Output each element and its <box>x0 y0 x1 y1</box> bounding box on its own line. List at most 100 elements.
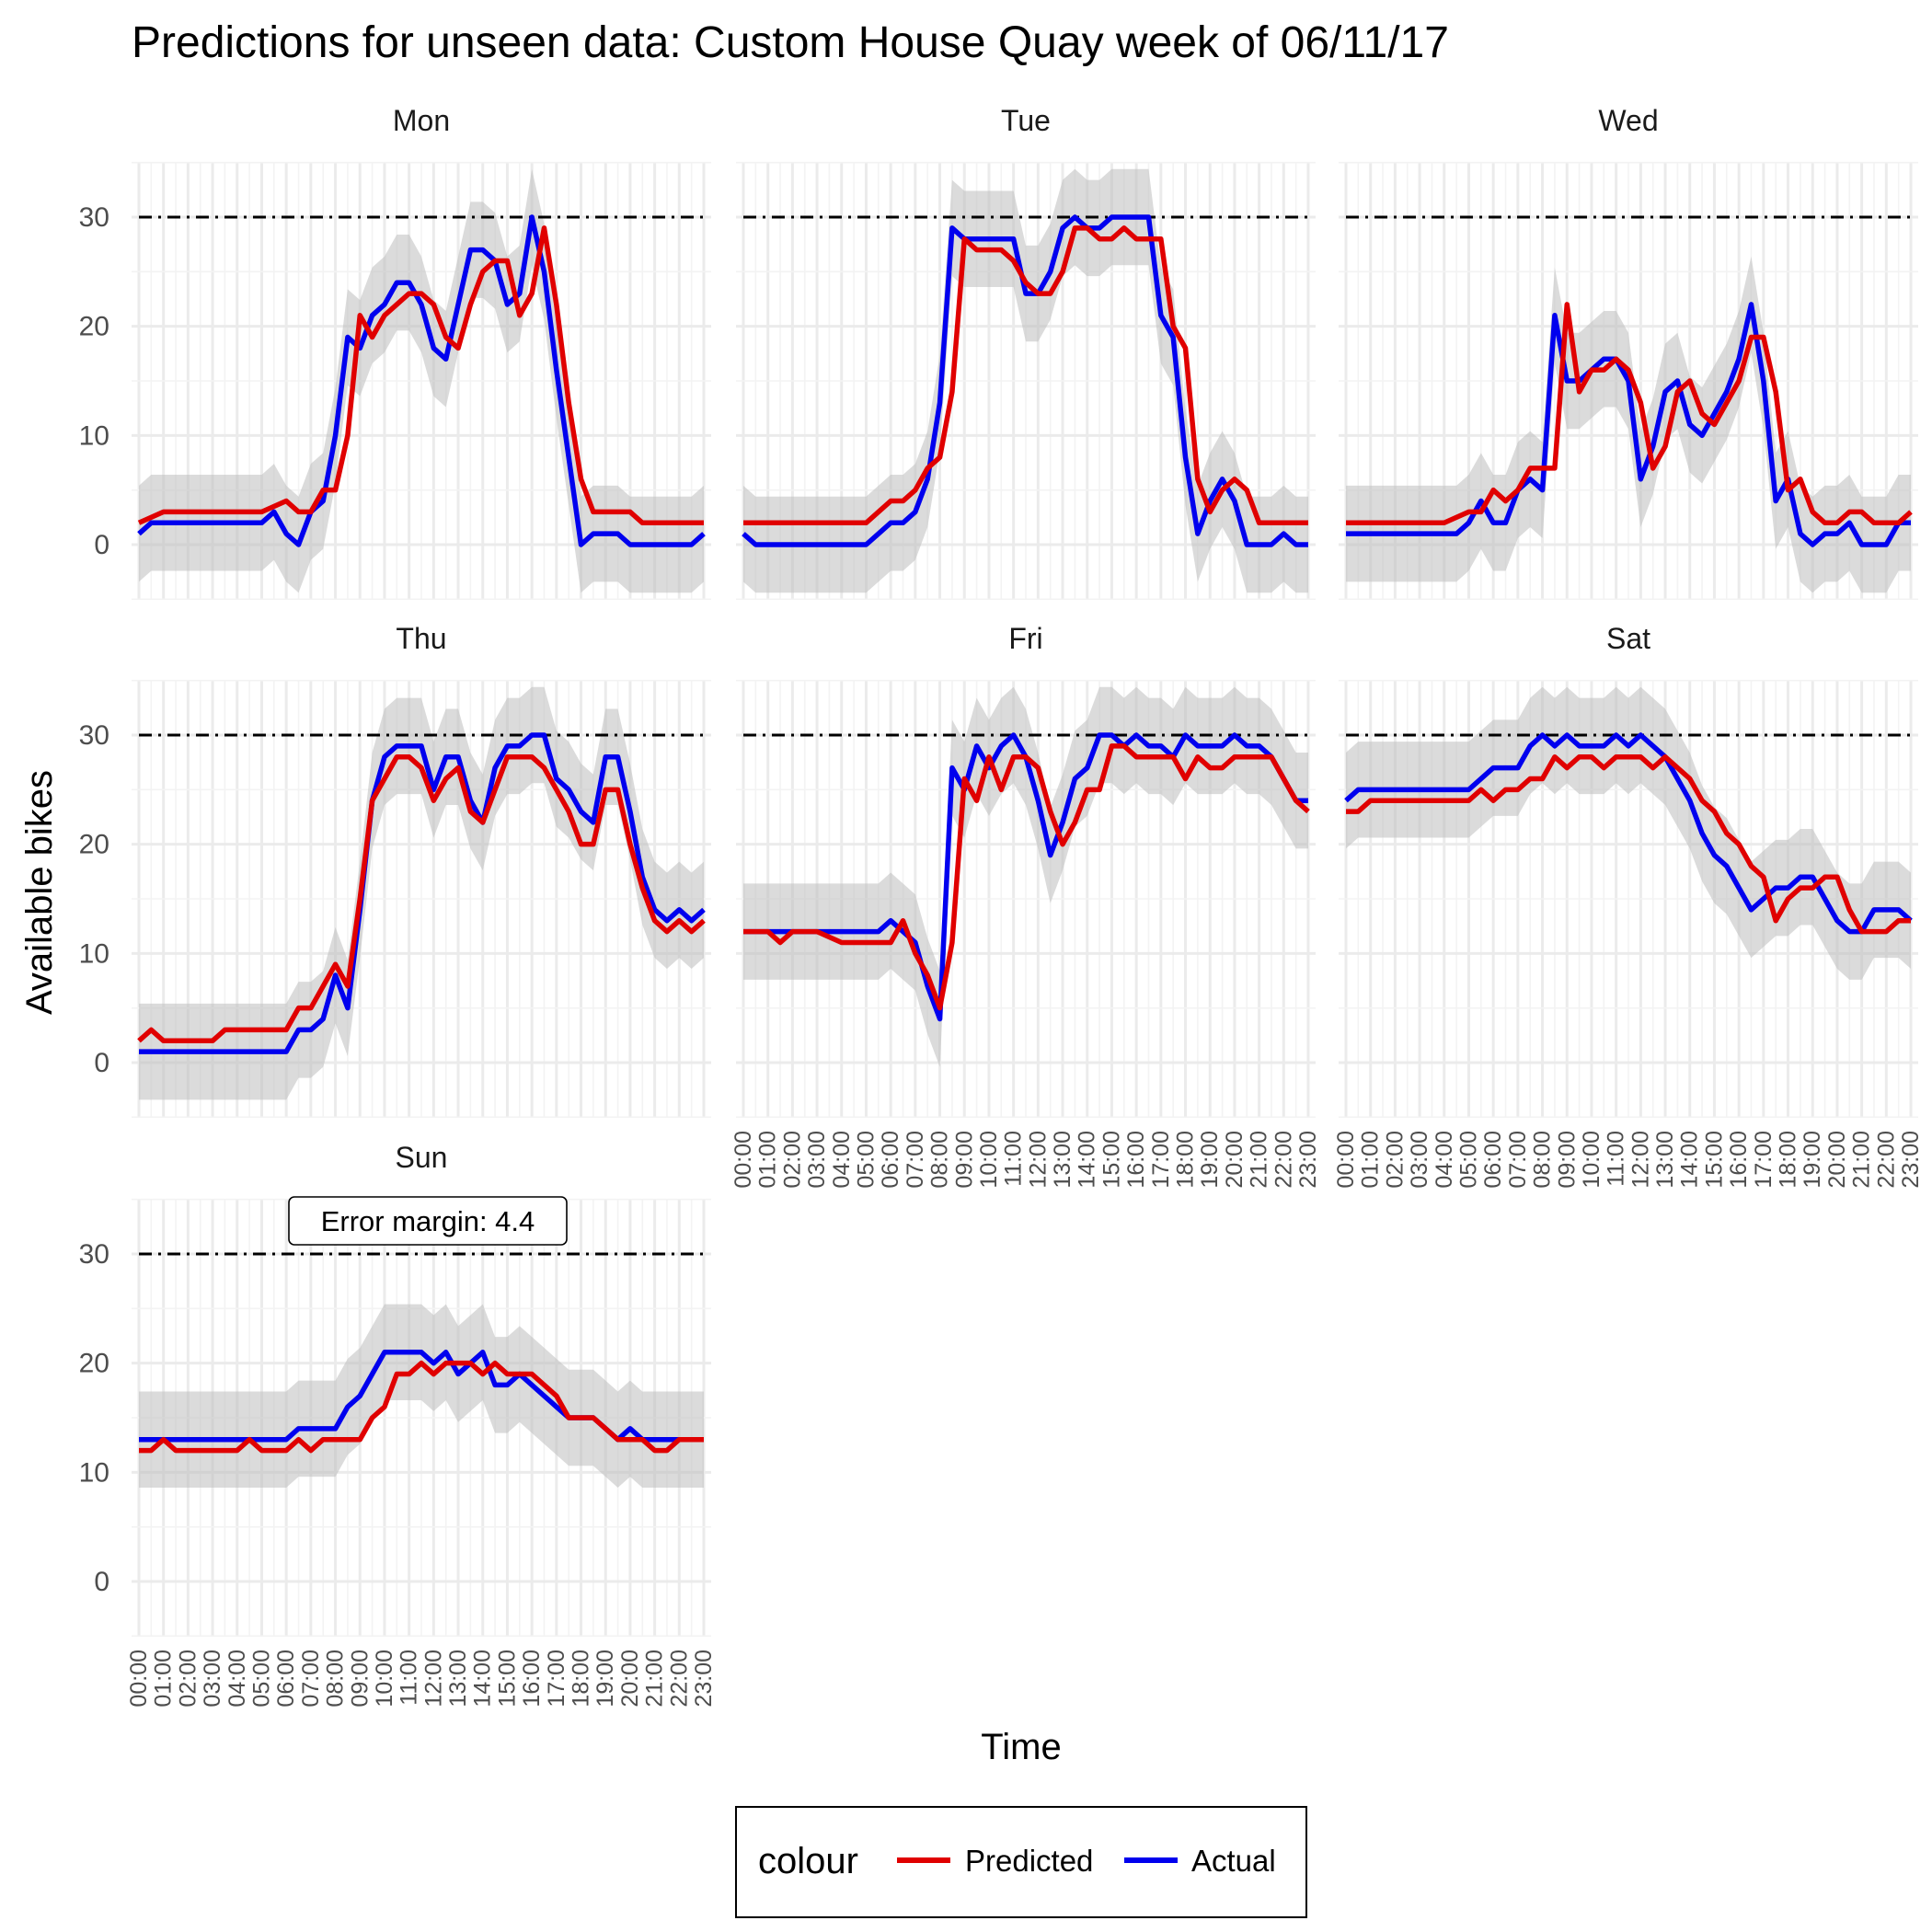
chart-title: Predictions for unseen data: Custom Hous… <box>132 18 1449 67</box>
x-tick-label: 15:00 <box>1701 1131 1727 1189</box>
y-tick-label: 0 <box>94 1567 109 1597</box>
x-tick-label: 12:00 <box>1025 1131 1051 1189</box>
x-tick-label: 23:00 <box>1295 1131 1321 1189</box>
x-tick-label: 18:00 <box>569 1650 594 1708</box>
x-tick-label: 06:00 <box>1480 1131 1506 1189</box>
x-tick-label: 11:00 <box>1001 1131 1027 1187</box>
annotation-box <box>288 1196 568 1246</box>
x-tick-label: 22:00 <box>666 1650 692 1708</box>
x-tick-label: 13:00 <box>1652 1131 1678 1189</box>
x-tick-label: 17:00 <box>1751 1131 1777 1189</box>
strip-label: Tue <box>1001 104 1051 137</box>
x-tick-label: 02:00 <box>779 1131 805 1189</box>
panel-thu: Thu 0 10 20 30 <box>79 622 711 1119</box>
x-tick-label: 03:00 <box>200 1650 225 1708</box>
y-tick-label: 0 <box>94 1048 109 1078</box>
x-tick-label: 10:00 <box>1579 1131 1604 1189</box>
strip-label: Sat <box>1606 622 1650 655</box>
strip-label: Mon <box>393 104 450 137</box>
x-tick-label: 08:00 <box>323 1650 349 1708</box>
x-tick-label: 06:00 <box>273 1650 299 1708</box>
y-axis-title: Available bikes <box>19 770 60 1015</box>
x-tick-label: 01:00 <box>1358 1131 1384 1189</box>
x-tick-label: 04:00 <box>224 1650 250 1708</box>
x-tick-label: 15:00 <box>494 1650 520 1708</box>
x-tick-label: 02:00 <box>175 1650 201 1708</box>
x-tick-label: 14:00 <box>1075 1131 1100 1189</box>
x-tick-label: 06:00 <box>878 1131 903 1189</box>
strip-label: Fri <box>1008 622 1042 655</box>
y-tick-label: 20 <box>79 1349 109 1379</box>
series-predicted <box>137 753 706 1044</box>
x-tick-label: 07:00 <box>1505 1131 1531 1189</box>
strip-label: Wed <box>1598 104 1658 137</box>
x-tick-label: 19:00 <box>1800 1131 1825 1189</box>
x-tick-label: 18:00 <box>1776 1131 1801 1189</box>
x-tick-label: 07:00 <box>903 1131 928 1189</box>
x-tick-label: 09:00 <box>347 1650 373 1708</box>
panel-fri: Fri 00:0001:0002:0003:0004:0005:0006:0007… <box>730 622 1321 1189</box>
error-ribbon <box>743 168 1308 593</box>
x-tick-label: 08:00 <box>1530 1131 1556 1189</box>
error-ribbon <box>139 686 704 1100</box>
x-tick-label: 12:00 <box>420 1650 446 1708</box>
series-actual <box>743 732 1308 1022</box>
x-tick-label: 07:00 <box>298 1650 324 1708</box>
x-tick-label: 14:00 <box>1677 1131 1703 1189</box>
x-tick-label: 23:00 <box>691 1650 717 1708</box>
x-tick-label: 03:00 <box>804 1131 830 1189</box>
panel-wed: Wed <box>1339 104 1918 601</box>
series-predicted <box>1346 753 1911 935</box>
x-tick-label: 16:00 <box>1123 1131 1149 1189</box>
panel-sun: Sun 0 10 20 30 00:0001:0002:0003:0004:0005:00… <box>79 1141 717 1708</box>
y-tick-label: 10 <box>79 420 109 451</box>
strip-label: Thu <box>396 622 446 655</box>
y-tick-label: 20 <box>79 312 109 342</box>
x-tick-label: 16:00 <box>1726 1131 1752 1189</box>
x-axis-title: Time <box>981 1727 1061 1767</box>
x-tick-label: 16:00 <box>519 1650 545 1708</box>
x-tick-label: 03:00 <box>1407 1131 1432 1189</box>
x-tick-label: 17:00 <box>544 1650 569 1708</box>
y-tick-label: 30 <box>79 202 109 233</box>
x-tick-label: 13:00 <box>1050 1131 1075 1189</box>
x-tick-label: 19:00 <box>592 1650 618 1708</box>
x-tick-label: 13:00 <box>445 1650 471 1708</box>
x-tick-label: 11:00 <box>1604 1131 1629 1187</box>
error-ribbon <box>139 168 704 593</box>
series-actual <box>137 214 706 547</box>
legend-label-predicted: Predicted <box>965 1844 1093 1878</box>
x-tick-label: 21:00 <box>642 1650 668 1708</box>
y-tick-label: 10 <box>79 1457 109 1488</box>
x-tick-label: 01:00 <box>755 1131 781 1189</box>
x-tick-label: 22:00 <box>1271 1131 1296 1189</box>
legend-title: colour <box>758 1841 858 1881</box>
x-tick-label: 20:00 <box>1222 1131 1248 1189</box>
x-tick-label: 08:00 <box>927 1131 953 1189</box>
x-tick-label: 21:00 <box>1849 1131 1875 1189</box>
series-actual <box>1344 732 1913 935</box>
x-tick-label: 01:00 <box>151 1650 177 1708</box>
x-tick-label: 22:00 <box>1873 1131 1899 1189</box>
legend-box <box>735 1806 1307 1918</box>
x-tick-label: 10:00 <box>372 1650 397 1708</box>
x-tick-label: 10:00 <box>976 1131 1002 1189</box>
x-tick-label: 17:00 <box>1148 1131 1174 1189</box>
series-actual <box>742 214 1308 547</box>
x-tick-label: 09:00 <box>1554 1131 1580 1189</box>
x-tick-label: 12:00 <box>1627 1131 1653 1189</box>
x-tick-label: 11:00 <box>397 1650 422 1706</box>
x-tick-label: 20:00 <box>1824 1131 1850 1189</box>
legend-label-actual: Actual <box>1191 1844 1276 1878</box>
series-predicted <box>137 225 704 526</box>
y-tick-label: 30 <box>79 720 109 751</box>
x-tick-label: 05:00 <box>853 1131 879 1189</box>
y-tick-label: 10 <box>79 938 109 969</box>
series-predicted <box>743 743 1310 1011</box>
series-predicted <box>139 1360 704 1454</box>
y-tick-label: 30 <box>79 1239 109 1270</box>
x-tick-label: 00:00 <box>1333 1131 1359 1189</box>
x-tick-label: 04:00 <box>829 1131 855 1189</box>
